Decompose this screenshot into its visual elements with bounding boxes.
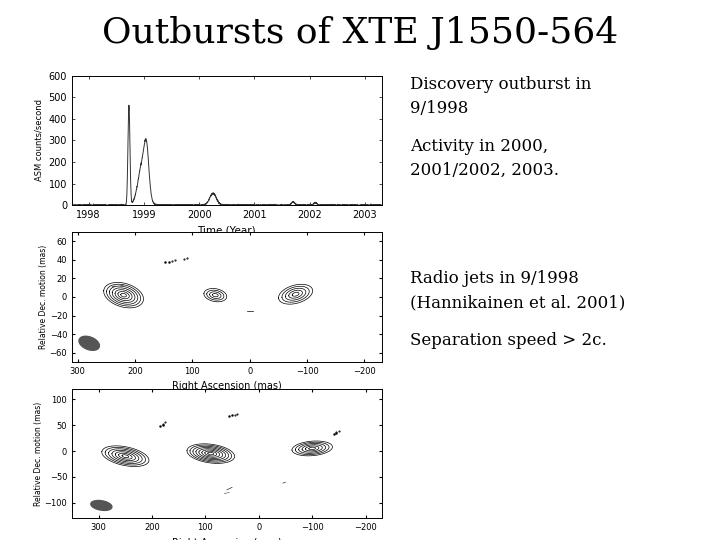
Y-axis label: Relative Dec. motion (mas): Relative Dec. motion (mas) [34,401,43,506]
Text: 9/1998: 9/1998 [410,100,469,117]
Text: Activity in 2000,: Activity in 2000, [410,138,549,154]
Text: 2001/2002, 2003.: 2001/2002, 2003. [410,162,559,179]
X-axis label: Right Ascension (mas): Right Ascension (mas) [172,538,282,540]
Text: Discovery outburst in: Discovery outburst in [410,76,592,92]
Y-axis label: ASM counts/second: ASM counts/second [34,99,43,181]
Polygon shape [91,501,112,510]
Text: Separation speed > 2c.: Separation speed > 2c. [410,332,607,349]
Polygon shape [79,336,99,350]
Text: Outbursts of XTE J1550-564: Outbursts of XTE J1550-564 [102,16,618,50]
X-axis label: Right Ascension (mas): Right Ascension (mas) [172,381,282,391]
Text: Radio jets in 9/1998: Radio jets in 9/1998 [410,270,580,287]
X-axis label: Time (Year): Time (Year) [197,226,256,235]
Y-axis label: Relative Dec. motion (mas): Relative Dec. motion (mas) [39,245,48,349]
Text: (Hannikainen et al. 2001): (Hannikainen et al. 2001) [410,294,626,311]
